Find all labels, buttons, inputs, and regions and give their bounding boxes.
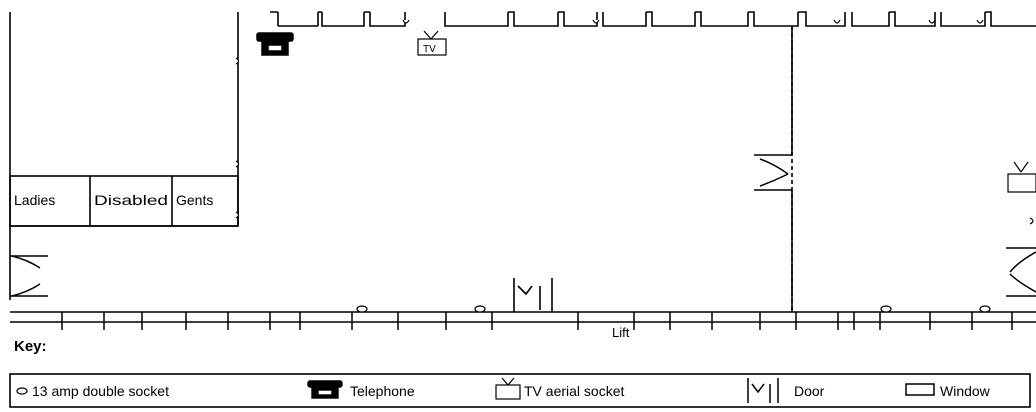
room-gents: Gents xyxy=(176,192,213,208)
lift-door-icon xyxy=(513,278,553,312)
key-telephone-label: Telephone xyxy=(350,383,415,399)
right-tv-aerial-icon xyxy=(1007,161,1036,193)
partition-door-icon xyxy=(754,154,792,191)
key-tv-label: TV aerial socket xyxy=(524,383,624,399)
bottom-wall xyxy=(10,311,1036,323)
key-window-icon xyxy=(905,383,935,396)
toilets-block xyxy=(9,12,239,227)
top-wall-windows xyxy=(270,11,1036,27)
key-title: Key: xyxy=(14,338,47,355)
left-door-icon xyxy=(10,255,48,297)
key-window-label: Window xyxy=(940,383,991,399)
room-disabled: Disabled xyxy=(94,192,168,208)
right-door-icon xyxy=(1006,247,1036,297)
key-tv-aerial-icon xyxy=(495,377,521,400)
key-door-label: Door xyxy=(794,383,825,399)
tv-aerial-icon: TV xyxy=(417,30,447,56)
telephone-icon xyxy=(256,32,294,56)
right-sockets xyxy=(1029,217,1034,225)
lift-label: Lift xyxy=(612,325,630,340)
key-socket-label: 13 amp double socket xyxy=(32,383,169,399)
bottom-sockets xyxy=(356,305,991,313)
key-socket-icon xyxy=(16,387,28,395)
tv-icon-text: TV xyxy=(423,44,436,55)
wall-sockets-top xyxy=(402,19,984,24)
key-door-icon xyxy=(747,378,779,403)
key-telephone-icon xyxy=(307,380,343,399)
room-ladies: Ladies xyxy=(14,192,55,208)
key-box: 13 amp double socket Telephone TV aerial… xyxy=(9,373,1031,408)
toilet-sockets xyxy=(235,57,240,219)
bottom-wall-ticks xyxy=(61,312,1013,330)
